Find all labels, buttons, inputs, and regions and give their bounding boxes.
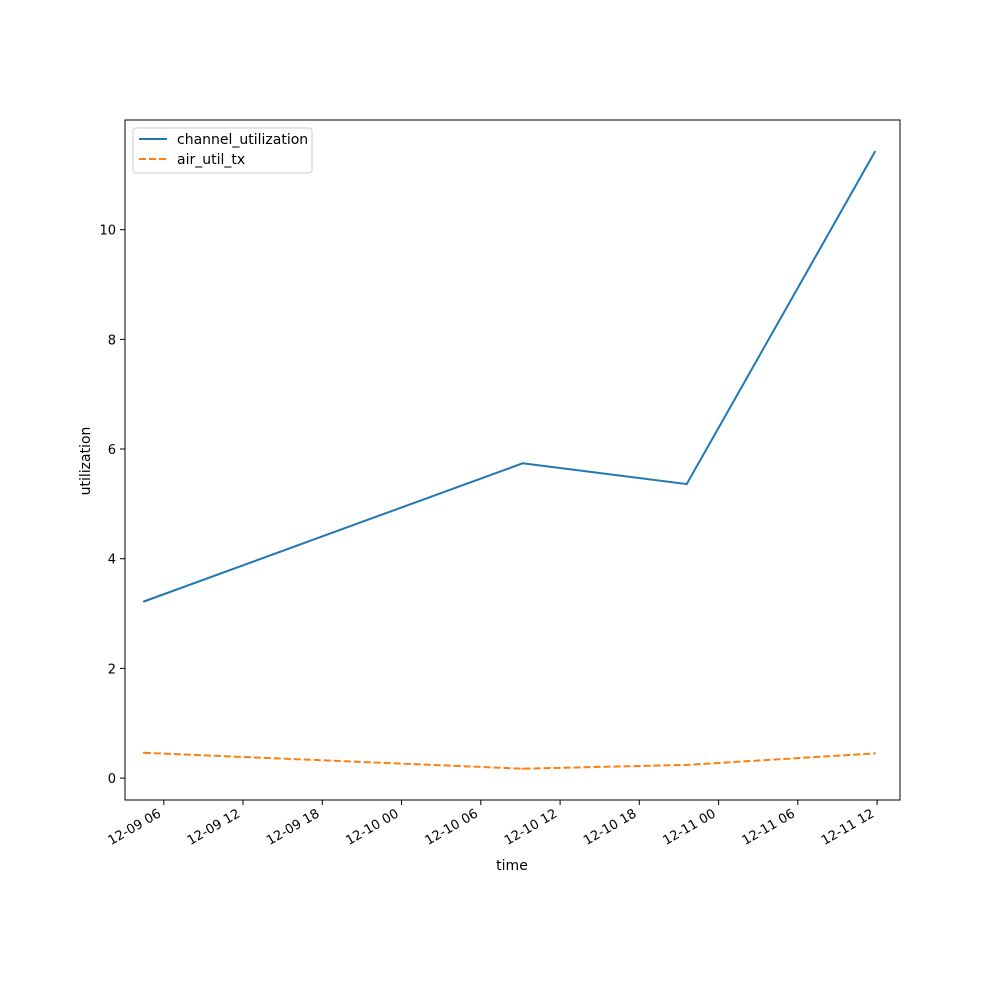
legend-label-air_util_tx: air_util_tx (177, 152, 245, 168)
y-tick-label-5: 10 (99, 224, 116, 239)
series-line-air_util_tx (143, 751, 875, 770)
data-point-air_util_tx-3 (873, 752, 876, 755)
series-layer (142, 150, 876, 770)
data-point-channel_utilization-1 (521, 462, 524, 465)
legend-label-channel_utilization: channel_utilization (177, 132, 308, 148)
y-axis-ticks: 0 2 4 6 8 10 (99, 224, 125, 787)
y-tick-label-2: 4 (108, 553, 116, 568)
x-axis-label: time (496, 858, 528, 874)
y-axis-label: utilization (78, 427, 94, 496)
data-point-channel_utilization-0 (142, 600, 145, 603)
plot-area (125, 120, 900, 800)
series-line-channel_utilization (143, 151, 876, 603)
y-tick-label-0: 0 (108, 772, 116, 787)
data-point-air_util_tx-1 (521, 767, 524, 770)
legend-box (132, 127, 313, 174)
data-point-channel_utilization-3 (873, 150, 876, 153)
legend: channel_utilization air_util_tx (132, 127, 313, 174)
data-point-air_util_tx-0 (142, 751, 145, 754)
y-tick-label-1: 2 (108, 662, 116, 677)
plot-frame (124, 119, 901, 801)
data-point-air_util_tx-2 (685, 763, 688, 766)
y-tick-label-3: 6 (108, 443, 116, 458)
y-tick-label-4: 8 (108, 333, 116, 348)
data-point-channel_utilization-2 (685, 483, 688, 486)
